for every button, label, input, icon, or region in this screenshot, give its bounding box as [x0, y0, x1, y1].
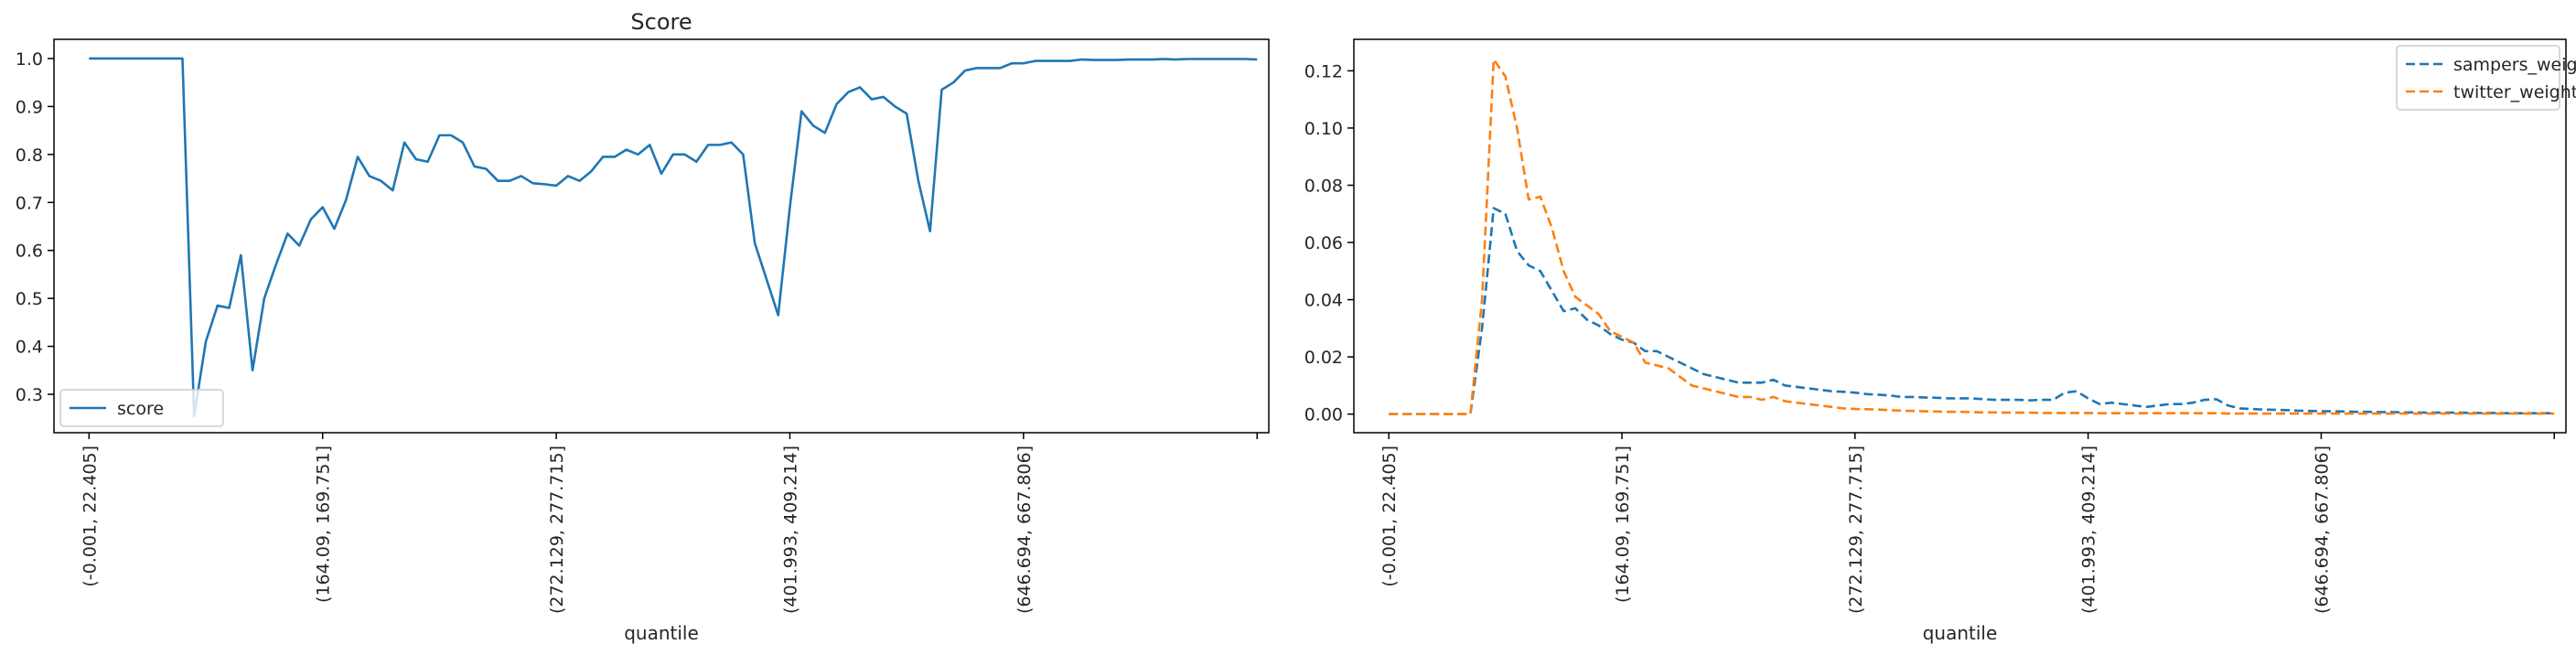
x-axis-label: quantile: [1923, 622, 1998, 644]
x-tick-label: (401.993, 409.214]: [780, 446, 800, 614]
plot-frame: [1353, 38, 2567, 434]
y-tick-label: 0.02: [1304, 348, 1343, 368]
chart-title: Score: [630, 9, 692, 35]
y-tick-label: 0.6: [16, 242, 43, 262]
x-tick-label: (272.129, 277.715]: [547, 446, 567, 614]
y-tick-label: 0.5: [16, 289, 43, 309]
x-tick-label: (646.694, 667.806]: [2312, 446, 2332, 614]
x-tick-label: (272.129, 277.715]: [1846, 446, 1866, 614]
x-tick-label: (646.694, 667.806]: [1014, 446, 1035, 614]
x-tick-label: (-0.001, 22.405]: [1379, 446, 1400, 587]
series-line-twitter_weight: [1389, 58, 2555, 415]
y-tick-label: 0.8: [16, 145, 43, 166]
y-tick-label: 0.9: [16, 97, 43, 117]
y-tick-label: 0.06: [1304, 233, 1343, 253]
y-tick-label: 1.0: [16, 49, 43, 70]
plot-frame: [53, 38, 1270, 434]
y-tick-label: 0.12: [1304, 61, 1343, 81]
legend: score: [59, 389, 224, 427]
legend-label-score: score: [117, 399, 164, 419]
legend-label-sampers_weight: sampers_weight: [2453, 55, 2576, 75]
y-tick-label: 0.00: [1304, 405, 1343, 425]
y-tick-label: 0.08: [1304, 176, 1343, 196]
y-tick-label: 0.04: [1304, 291, 1343, 311]
series-line-score: [89, 57, 1258, 417]
x-tick-label: (164.09, 169.751]: [314, 446, 334, 603]
y-tick-label: 0.4: [16, 338, 43, 358]
x-tick-label: (164.09, 169.751]: [1613, 446, 1633, 603]
legend-label-twitter_weight: twitter_weight: [2453, 82, 2576, 102]
y-tick-label: 0.10: [1304, 119, 1343, 139]
legend-box: [59, 389, 224, 427]
y-tick-label: 0.7: [16, 193, 43, 213]
series-line-sampers_weight: [1389, 207, 2555, 415]
legend-box: [2396, 45, 2560, 111]
chart-1: Score 0.3 0.4 0.5 0.6 0.7 0.8 0.9 1.0 (-0.001, 22…: [16, 9, 1270, 644]
chart-2: 0.00 0.02 0.04 0.06 0.08 0.10 0.12 (-0.001, 22.…: [1304, 38, 2576, 644]
y-tick-label: 0.3: [16, 385, 43, 405]
x-tick-label: (-0.001, 22.405]: [80, 446, 100, 587]
legend: sampers_weight twitter_weight: [2396, 45, 2576, 111]
x-axis-label: quantile: [624, 622, 699, 644]
x-tick-label: (401.993, 409.214]: [2079, 446, 2099, 614]
